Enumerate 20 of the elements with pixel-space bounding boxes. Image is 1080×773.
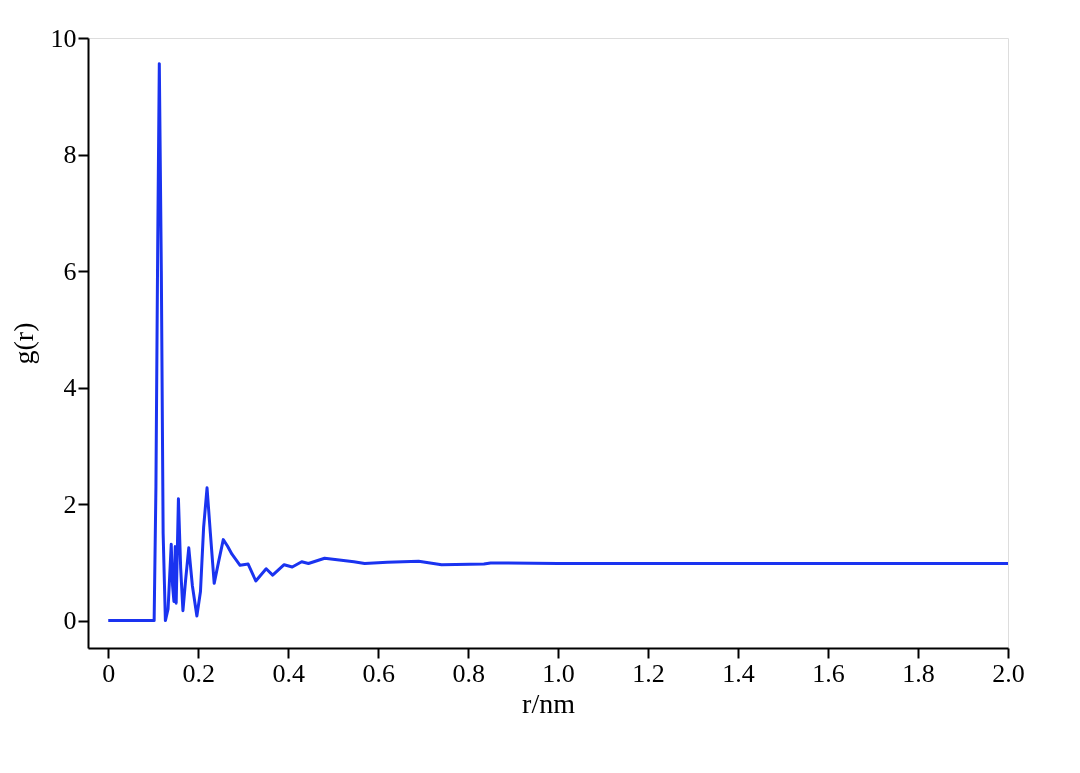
x-tick-label: 0.6 — [362, 658, 395, 688]
y-tick-label: 0 — [63, 606, 77, 636]
x-tick-label: 0.2 — [182, 658, 215, 688]
y-tick-label: 6 — [63, 256, 77, 286]
x-tick-label: 1.6 — [812, 658, 845, 688]
x-tick-label: 1.2 — [632, 658, 665, 688]
y-tick-label: 2 — [63, 489, 77, 519]
y-tick-label: 8 — [63, 140, 77, 170]
y-tick-label: 4 — [63, 373, 77, 403]
x-tick-label: 2.0 — [992, 658, 1025, 688]
x-tick-label: 1.8 — [902, 658, 935, 688]
y-axis-title: g(r) — [7, 322, 39, 365]
x-tick-label: 1.0 — [542, 658, 575, 688]
x-tick-label: 0 — [102, 658, 116, 688]
x-axis-title: r/nm — [522, 687, 576, 719]
x-tick-label: 0.4 — [272, 658, 305, 688]
x-tick-label: 0.8 — [452, 658, 485, 688]
x-tick-label: 1.4 — [722, 658, 755, 688]
line-series — [106, 62, 1010, 623]
y-tick-label: 10 — [50, 23, 77, 53]
